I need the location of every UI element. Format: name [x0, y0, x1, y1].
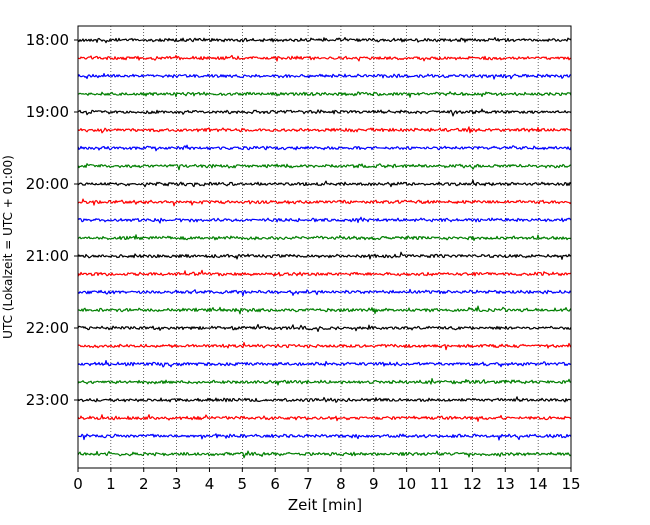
x-axis-label: Zeit [min]	[288, 496, 362, 514]
y-tick-label: 21:00	[26, 247, 69, 265]
trace-line	[77, 359, 572, 368]
trace-line	[77, 433, 572, 441]
trace-line	[77, 126, 572, 134]
trace-line	[77, 144, 572, 152]
x-tick-label: 5	[238, 475, 248, 493]
x-tick-label: 13	[496, 475, 515, 493]
x-tick-label: 3	[172, 475, 182, 493]
trace-line	[77, 323, 572, 333]
trace-line	[77, 72, 572, 80]
trace-line	[77, 216, 572, 224]
trace-line	[77, 450, 572, 459]
x-tick-label: 10	[397, 475, 416, 493]
trace-group	[77, 36, 572, 459]
trace-line	[77, 91, 572, 98]
y-axis-ticks: 18:00 19:00 20:00 21:00 22:00 23:00	[26, 31, 78, 409]
x-tick-label: 14	[529, 475, 548, 493]
trace-line	[77, 251, 572, 260]
trace-line	[77, 179, 572, 188]
x-tick-label: 8	[336, 475, 346, 493]
x-tick-label: 15	[561, 475, 580, 493]
x-tick-label: 12	[463, 475, 482, 493]
trace-line	[77, 54, 572, 62]
trace-line	[77, 163, 572, 171]
x-tick-label: 11	[430, 475, 449, 493]
x-tick-label: 0	[73, 475, 83, 493]
trace-line	[77, 377, 572, 386]
plot-frame	[77, 25, 572, 469]
trace-line	[77, 198, 572, 207]
x-tick-label: 4	[205, 475, 215, 493]
x-tick-label: 6	[270, 475, 280, 493]
trace-line	[77, 305, 572, 315]
trace-line	[77, 269, 572, 277]
y-tick-label: 18:00	[26, 31, 69, 49]
y-tick-label: 19:00	[26, 103, 69, 121]
y-tick-label: 20:00	[26, 175, 69, 193]
x-tick-label: 9	[369, 475, 379, 493]
x-axis-ticks: 0 1 2 3 4 5 6 7 8 9 10 11 12 13 14 15	[73, 468, 581, 493]
trace-line	[77, 36, 572, 44]
trace-line	[77, 396, 572, 403]
x-tick-label: 2	[139, 475, 149, 493]
x-tick-label: 7	[303, 475, 313, 493]
trace-line	[77, 341, 572, 351]
y-tick-label: 23:00	[26, 391, 69, 409]
trace-line	[77, 414, 572, 422]
y-tick-label: 22:00	[26, 319, 69, 337]
trace-line	[77, 234, 572, 242]
x-tick-label: 1	[106, 475, 116, 493]
y-axis-label: UTC (Lokalzeit = UTC + 01:00)	[1, 155, 15, 339]
trace-line	[77, 288, 572, 297]
trace-line	[77, 108, 572, 117]
